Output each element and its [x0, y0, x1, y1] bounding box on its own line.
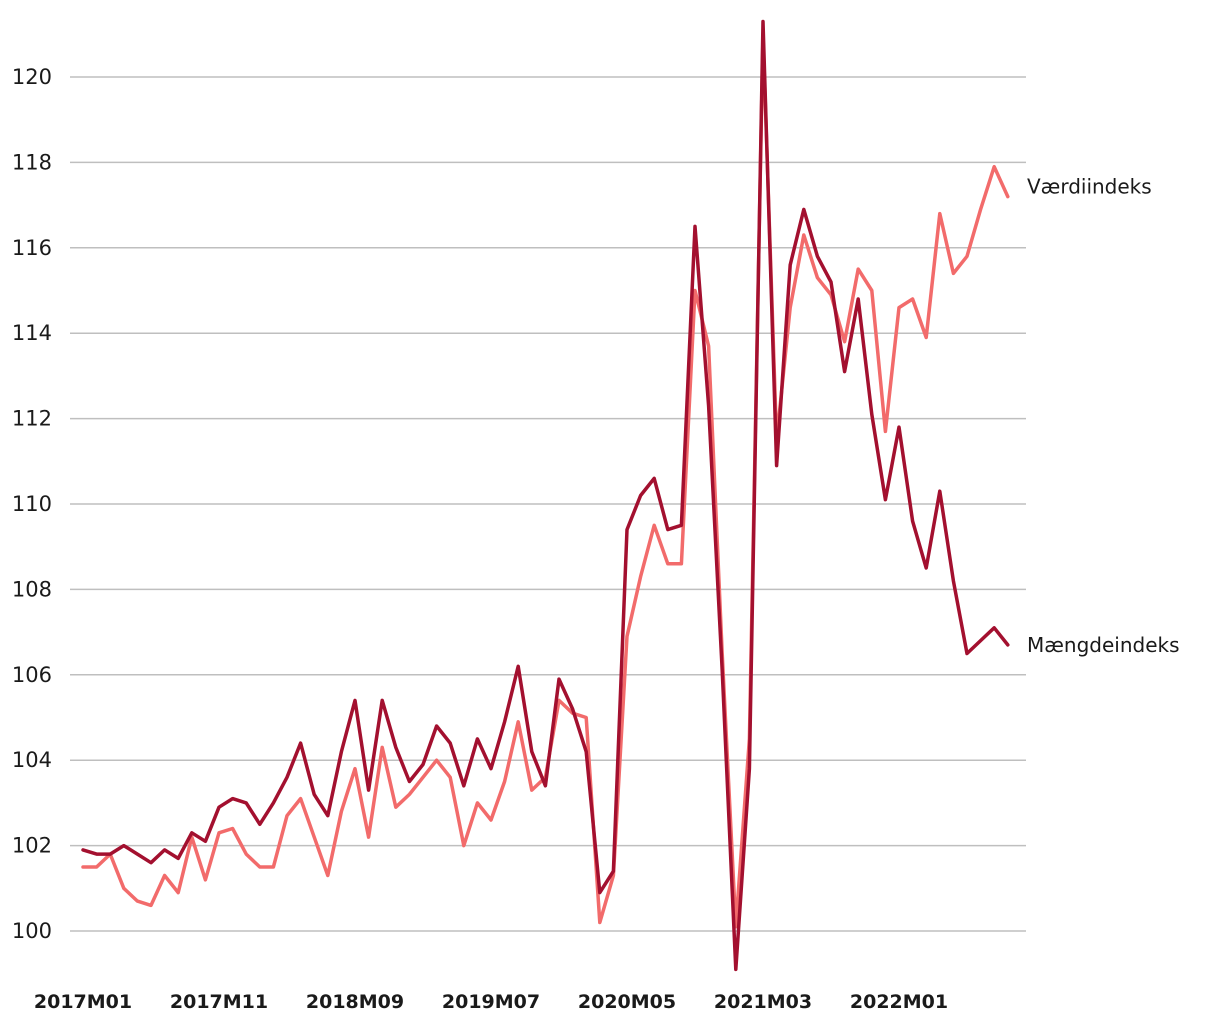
series-line-vaerdiindeks [81, 32, 1010, 929]
series-labels: Værdiindeks Mængdeindeks [1027, 175, 1180, 657]
x-tick-label: 2017M01 [34, 991, 132, 1013]
x-tick-label: 2021M03 [714, 991, 812, 1013]
y-tick-label: 106 [12, 663, 52, 687]
y-tick-label: 118 [12, 150, 52, 174]
x-tick-label: 2020M05 [578, 991, 676, 1013]
y-tick-label: 104 [12, 748, 52, 772]
x-tick-label: 2019M07 [442, 991, 540, 1013]
y-tick-label: 102 [12, 834, 52, 858]
x-tick-label: 2017M11 [170, 991, 268, 1013]
series-label: Mængdeindeks [1027, 633, 1180, 657]
y-tick-label: 112 [12, 407, 52, 431]
series-lines [81, 19, 1010, 972]
y-tick-label: 116 [12, 236, 52, 260]
gridlines [70, 76, 1026, 932]
x-axis-tick-labels: 2017M01 2017M11 2018M09 2019M07 2020M05 2021M… [34, 991, 948, 1013]
y-tick-label: 108 [12, 577, 52, 601]
y-axis-tick-labels: 100 102 104 106 108 110 112 114 116 118 120 [12, 65, 52, 943]
series-line-maengdeindeks [81, 19, 1010, 972]
y-tick-label: 120 [12, 65, 52, 89]
y-tick-label: 100 [12, 919, 52, 943]
y-tick-label: 114 [12, 321, 52, 345]
x-tick-label: 2018M09 [306, 991, 404, 1013]
y-tick-label: 110 [12, 492, 52, 516]
x-tick-label: 2022M01 [850, 991, 948, 1013]
series-label: Værdiindeks [1027, 175, 1152, 199]
